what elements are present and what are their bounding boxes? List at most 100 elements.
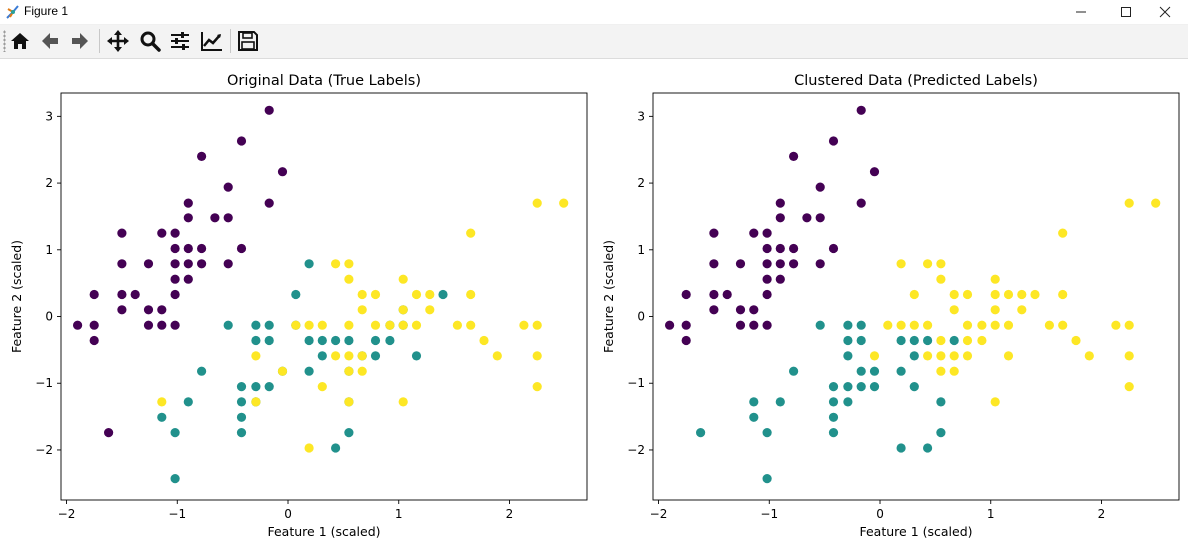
data-point [425,289,435,300]
data-point [357,289,367,300]
y-tick-label: 3 [45,109,53,123]
data-point [197,366,207,376]
figure-canvas[interactable]: −2 −1 0 1 2 −2 −1 0 1 2 3 Original Data (True Label… [0,58,1188,549]
data-point [492,351,502,361]
data-point [828,428,839,438]
data-point [869,167,880,177]
data-point [104,428,114,438]
data-point [802,213,812,223]
data-point [317,320,327,330]
data-point [223,320,233,330]
x-axis-label: Feature 1 (scaled) [267,524,380,539]
y-tick-label: −2 [627,443,645,457]
data-point [896,366,906,376]
data-point [815,182,825,192]
minimize-icon [1076,11,1086,13]
data-point [936,335,946,346]
maximize-button[interactable] [1103,0,1149,24]
y-tick-label: 1 [45,243,53,257]
data-point [157,305,167,315]
data-point [856,335,866,346]
data-point [223,182,233,192]
data-point [344,274,354,284]
data-point [990,305,1000,315]
data-point [828,136,839,146]
x-tick-label: 0 [876,507,884,521]
data-point [89,289,99,300]
close-button[interactable] [1142,0,1188,24]
home-button[interactable] [7,28,33,54]
data-point [264,382,274,392]
data-point [251,397,261,407]
y-axis-label: Feature 2 (scaled) [9,240,24,353]
data-point [304,366,314,376]
save-button[interactable] [235,28,261,54]
data-point [828,412,839,422]
data-point [962,335,973,346]
data-point [73,320,83,330]
x-tick-label: 2 [506,507,514,521]
forward-button[interactable] [67,28,93,54]
move-icon [107,30,129,52]
data-point [236,136,247,146]
data-point [883,320,893,330]
data-point [762,320,772,330]
data-point [197,243,207,254]
floppy-disk-icon [238,31,258,51]
y-tick-label: −1 [35,376,53,390]
data-point [843,382,853,392]
x-tick-label: −2 [650,507,668,521]
pan-button[interactable] [105,28,131,54]
data-point [344,320,354,330]
data-point [236,397,247,407]
data-point [815,213,825,223]
data-point [170,320,180,330]
data-point [815,320,825,330]
data-point [223,213,233,223]
data-point [869,366,880,376]
minimize-button[interactable] [1058,0,1104,24]
data-point [936,397,946,407]
data-point [843,335,853,346]
close-icon [1159,6,1171,18]
data-point [762,243,772,254]
data-point [183,397,193,407]
data-point [990,274,1000,284]
data-point [990,289,1000,300]
data-point [291,289,301,300]
data-point [665,320,675,330]
data-point [735,320,746,330]
data-point [909,320,919,330]
data-point [183,213,193,223]
data-point [696,428,706,438]
zoom-button[interactable] [137,28,163,54]
data-point [411,289,422,300]
configure-subplots-button[interactable] [167,28,193,54]
data-point [425,305,435,315]
back-button[interactable] [37,28,63,54]
data-point [197,259,207,269]
toolbar-separator [99,29,100,53]
data-point [909,289,919,300]
data-point [183,198,193,208]
edit-axis-button[interactable] [199,28,225,54]
data-point [370,289,381,300]
data-point [344,397,354,407]
data-point [117,305,127,315]
data-point [709,289,719,300]
data-point [438,289,448,300]
toolbar-grip[interactable] [3,30,6,52]
data-point [398,397,408,407]
data-point [398,305,408,315]
y-tick-label: −2 [35,443,53,457]
data-point [398,320,408,330]
x-tick-label: −2 [58,507,76,521]
data-point [923,320,933,330]
data-point [479,335,489,346]
y-tick-label: 1 [637,243,645,257]
data-point [143,305,154,315]
data-point [89,320,99,330]
data-point [949,305,959,315]
data-point [143,320,154,330]
data-point [1151,198,1161,208]
